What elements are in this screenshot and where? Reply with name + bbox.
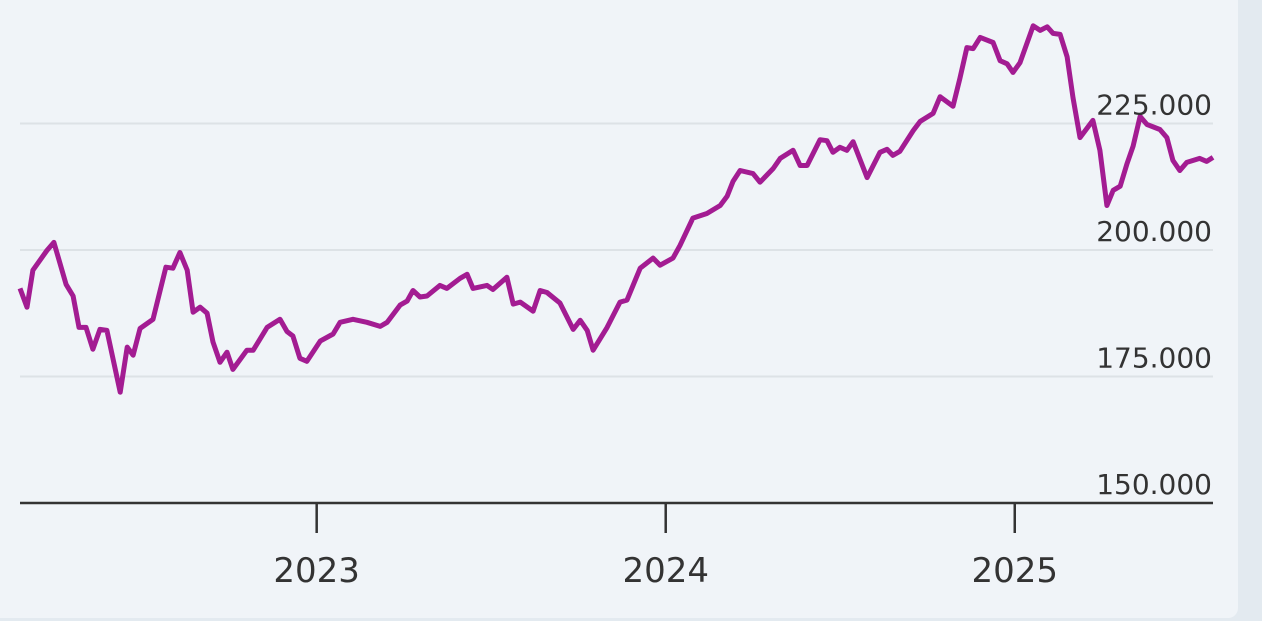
y-tick-label: 200.000	[1096, 215, 1212, 248]
x-tick-label: 2025	[971, 551, 1058, 591]
x-tick-label: 2024	[622, 551, 709, 591]
x-tick-label: 2023	[273, 551, 360, 591]
price-line	[17, 23, 1215, 395]
y-tick-label: 150.000	[1096, 468, 1212, 501]
y-tick-label: 225.000	[1096, 88, 1212, 121]
y-tick-label: 175.000	[1096, 341, 1212, 374]
